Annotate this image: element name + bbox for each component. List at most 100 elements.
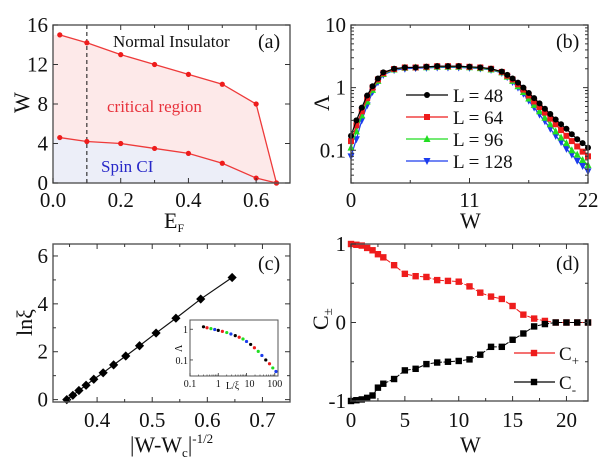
data-point <box>401 367 409 374</box>
data-point <box>444 277 452 285</box>
series-l48 <box>348 63 591 151</box>
data-point <box>358 104 365 111</box>
data-point <box>562 139 570 147</box>
data-point <box>84 40 90 46</box>
data-point <box>552 127 560 135</box>
x-tick-label-d: 20 <box>556 408 577 432</box>
data-point <box>151 328 161 338</box>
data-point <box>487 343 495 351</box>
panel-label-b: (b) <box>556 31 579 53</box>
region-spin-ci <box>53 137 277 183</box>
data-point <box>401 270 409 278</box>
data-point <box>568 138 575 145</box>
data-point <box>466 283 473 290</box>
y-tick-label-a: 12 <box>27 53 48 77</box>
annotation-normal-insulator: Normal Insulator <box>113 32 230 51</box>
data-point <box>84 138 90 145</box>
data-point <box>74 385 84 396</box>
x-tick-label-a: 0.6 <box>243 188 269 212</box>
data-point <box>466 63 473 70</box>
data-point <box>477 289 484 296</box>
x-tick-label-d: 15 <box>502 408 523 432</box>
data-point <box>498 68 505 75</box>
data-point <box>488 65 495 72</box>
panel-label-d: (d) <box>556 253 579 275</box>
x-tick-label-d: 5 <box>400 408 411 432</box>
data-point <box>433 359 441 366</box>
x-axis-label-a: EF <box>164 208 184 235</box>
data-point <box>433 276 441 284</box>
data-point <box>552 116 559 123</box>
data-point <box>412 64 419 71</box>
x-tick-label-d: 0 <box>346 408 357 432</box>
data-point <box>541 109 548 116</box>
inset-data-point <box>267 362 272 366</box>
inset-data-point <box>244 339 249 344</box>
data-point <box>520 330 527 337</box>
x-axis-label-c-bar: | <box>188 432 192 457</box>
x-tick-label-a: 0.4 <box>175 188 202 212</box>
data-point <box>219 81 225 87</box>
data-point <box>536 100 543 107</box>
legend-entry: L = 128 <box>406 152 513 173</box>
data-point <box>62 395 72 405</box>
data-point <box>573 157 581 165</box>
data-point <box>444 63 451 70</box>
legend-label: L = 128 <box>453 152 513 173</box>
y-tick-label-d: 0 <box>336 311 347 335</box>
data-point <box>412 365 419 373</box>
y-tick-label-a: 4 <box>38 132 49 156</box>
legend-entry: C+ <box>514 344 579 368</box>
legend-entry: L = 96 <box>406 130 503 151</box>
data-point <box>557 139 565 147</box>
data-point <box>390 261 398 269</box>
inset-data-point <box>241 337 245 341</box>
data-point <box>369 392 376 399</box>
legend-marker <box>530 378 538 386</box>
data-point <box>89 374 99 384</box>
data-point <box>536 107 544 115</box>
inset-data-point <box>256 349 260 353</box>
data-point <box>509 75 516 82</box>
data-point <box>557 133 565 141</box>
data-point <box>185 71 192 77</box>
data-point <box>358 108 365 115</box>
data-point <box>363 244 371 252</box>
data-point <box>374 75 381 82</box>
y-axis-label-d-main: C <box>308 315 333 330</box>
legend-entry: L = 48 <box>406 86 503 107</box>
series-line <box>59 136 277 184</box>
y-tick-label-c: 0 <box>38 388 49 412</box>
data-point <box>520 311 527 318</box>
data-point <box>390 375 398 383</box>
legend-label: L = 96 <box>453 130 503 151</box>
data-point <box>57 134 63 141</box>
x-tick-label-a: 0.2 <box>108 188 134 212</box>
legend-label: L = 48 <box>453 86 503 107</box>
data-point <box>353 241 360 248</box>
data-point <box>364 92 371 99</box>
y-axis-label-b: Λ <box>309 95 334 111</box>
panel-b: 0 11 22 0.1 1 10 L = 48L = 64L = 96L = 128 (b… <box>309 13 599 233</box>
x-axis-label-c-main: |W-W <box>130 432 182 457</box>
x-tick-label-d: 10 <box>448 408 469 432</box>
data-point <box>536 104 543 111</box>
data-point <box>353 397 360 404</box>
data-point <box>68 390 78 400</box>
x-axis-label-d: W <box>460 432 481 457</box>
data-point <box>514 79 521 86</box>
legend-marker <box>424 92 430 98</box>
legend-marker <box>423 158 431 165</box>
annotation-spin-ci: Spin CI <box>101 157 154 176</box>
data-point <box>466 356 473 363</box>
inset-frame <box>189 319 279 377</box>
inset-data-point <box>252 346 256 350</box>
inset-data-point <box>249 342 253 347</box>
legend-entry: C- <box>514 373 576 397</box>
y-tick-label-a: 8 <box>38 92 49 116</box>
data-point <box>562 145 570 153</box>
y-tick-label-c: 4 <box>38 292 49 316</box>
data-point <box>455 63 462 70</box>
legend-marker <box>530 349 538 357</box>
series-c-minus <box>347 319 592 405</box>
